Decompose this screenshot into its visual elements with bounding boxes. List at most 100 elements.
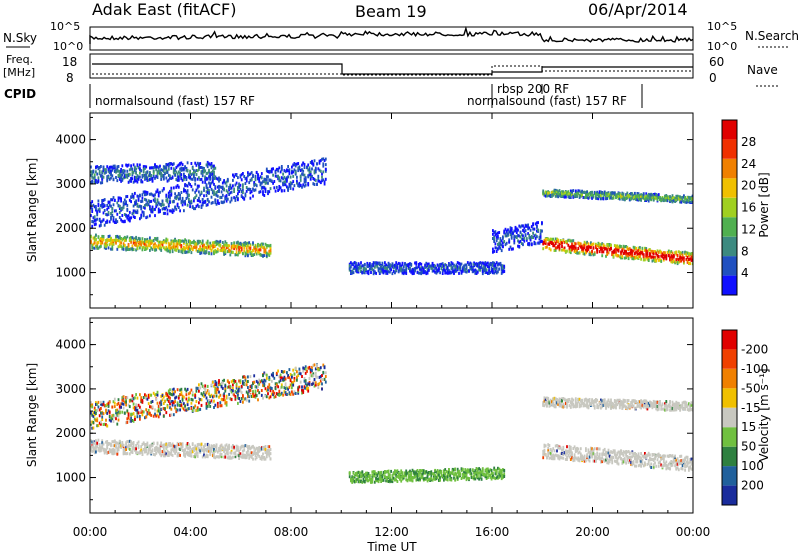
heatmap-cell bbox=[176, 452, 179, 456]
heatmap-cell bbox=[384, 261, 386, 265]
heatmap-cell bbox=[111, 174, 114, 178]
heatmap-cell bbox=[519, 225, 522, 229]
heatmap-cell bbox=[117, 165, 120, 168]
heatmap-cell bbox=[165, 394, 168, 397]
heatmap-cell bbox=[113, 444, 116, 448]
heatmap-cell bbox=[159, 450, 161, 454]
heatmap-cell bbox=[105, 244, 107, 248]
heatmap-cell bbox=[675, 194, 678, 198]
heatmap-cell bbox=[583, 252, 586, 256]
heatmap-cell bbox=[126, 396, 129, 400]
heatmap-cell bbox=[139, 242, 141, 246]
heatmap-cell bbox=[215, 239, 218, 243]
heatmap-cell bbox=[302, 173, 305, 177]
heatmap-cell bbox=[102, 412, 105, 416]
heatmap-cell bbox=[248, 445, 251, 448]
heatmap-cell bbox=[224, 444, 227, 448]
heatmap-cell bbox=[313, 159, 316, 163]
heatmap-cell bbox=[155, 174, 158, 178]
heatmap-cell bbox=[265, 175, 268, 179]
heatmap-cell bbox=[568, 250, 571, 254]
heatmap-cell bbox=[636, 194, 639, 198]
heatmap-cell bbox=[137, 446, 140, 450]
heatmap-cell bbox=[228, 381, 230, 385]
heatmap-cell bbox=[645, 254, 648, 258]
heatmap-cell bbox=[117, 204, 120, 208]
heatmap-cell bbox=[171, 390, 174, 394]
heatmap-cell bbox=[185, 246, 188, 249]
heatmap-cell bbox=[233, 196, 235, 200]
heatmap-cell bbox=[150, 451, 153, 455]
heatmap-cell bbox=[211, 400, 214, 404]
heatmap-cell bbox=[198, 199, 200, 203]
heatmap-cell bbox=[209, 453, 212, 457]
heatmap-cell bbox=[235, 445, 238, 449]
heatmap-cell bbox=[117, 398, 120, 402]
heatmap-cell bbox=[420, 271, 423, 275]
heatmap-cell bbox=[458, 271, 460, 275]
heatmap-cell bbox=[97, 447, 100, 450]
heatmap-cell bbox=[406, 264, 409, 267]
heatmap-cell bbox=[126, 235, 129, 239]
heatmap-cell bbox=[216, 388, 219, 391]
heatmap-cell bbox=[318, 161, 321, 165]
heatmap-cell bbox=[190, 177, 193, 181]
heatmap-cell bbox=[213, 394, 215, 398]
heatmap-cell bbox=[110, 169, 112, 173]
heatmap-cell bbox=[140, 205, 143, 209]
heatmap-cell bbox=[522, 224, 524, 228]
heatmap-cell bbox=[91, 246, 94, 250]
heatmap-cell bbox=[107, 167, 110, 171]
heatmap-cell bbox=[175, 395, 178, 399]
heatmap-cell bbox=[221, 248, 224, 252]
heatmap-cell bbox=[493, 249, 496, 253]
heatmap-cell bbox=[122, 451, 125, 455]
heatmap-cell bbox=[242, 252, 244, 256]
frequency-trace bbox=[92, 63, 693, 75]
heatmap-cell bbox=[179, 404, 181, 408]
heatmap-cell bbox=[151, 239, 154, 243]
heatmap-cell bbox=[660, 259, 663, 263]
heatmap-cell bbox=[134, 168, 136, 172]
heatmap-cell bbox=[245, 179, 248, 183]
heatmap-cell bbox=[145, 216, 148, 220]
heatmap-cell bbox=[188, 407, 190, 411]
heatmap-cell bbox=[154, 199, 156, 203]
heatmap-cell bbox=[90, 173, 92, 177]
heatmap-cell bbox=[564, 240, 567, 244]
heatmap-cell bbox=[149, 192, 151, 196]
heatmap-cell bbox=[211, 446, 214, 450]
heatmap-cell bbox=[162, 240, 165, 244]
heatmap-cell bbox=[568, 245, 571, 249]
heatmap-cell bbox=[203, 450, 205, 454]
heatmap-cell bbox=[655, 252, 658, 256]
heatmap-cell bbox=[559, 239, 562, 242]
heatmap-cell bbox=[430, 266, 433, 270]
heatmap-cell bbox=[186, 250, 189, 254]
heatmap-cell bbox=[670, 199, 673, 203]
heatmap-cell bbox=[591, 196, 593, 200]
heatmap-cell bbox=[154, 248, 156, 252]
heatmap-cell bbox=[201, 169, 204, 173]
heatmap-cell bbox=[128, 439, 131, 443]
heatmap-cell bbox=[232, 178, 234, 182]
heatmap-cell bbox=[549, 240, 552, 244]
heatmap-cell bbox=[176, 401, 179, 405]
heatmap-cell bbox=[169, 196, 171, 200]
heatmap-cell bbox=[204, 178, 207, 182]
heatmap-cell bbox=[132, 215, 135, 219]
heatmap-cell bbox=[259, 246, 262, 250]
heatmap-cell bbox=[255, 446, 258, 450]
heatmap-cell bbox=[220, 397, 223, 401]
heatmap-cell bbox=[116, 169, 119, 173]
heatmap-cell bbox=[361, 264, 364, 268]
heatmap-cell bbox=[493, 240, 496, 243]
heatmap-cell bbox=[156, 236, 159, 240]
heatmap-cell bbox=[602, 246, 605, 249]
heatmap-cell bbox=[111, 440, 114, 444]
heatmap-cell bbox=[417, 271, 420, 275]
heatmap-cell bbox=[228, 248, 230, 252]
heatmap-cell bbox=[674, 200, 676, 203]
heatmap-cell bbox=[460, 271, 463, 275]
